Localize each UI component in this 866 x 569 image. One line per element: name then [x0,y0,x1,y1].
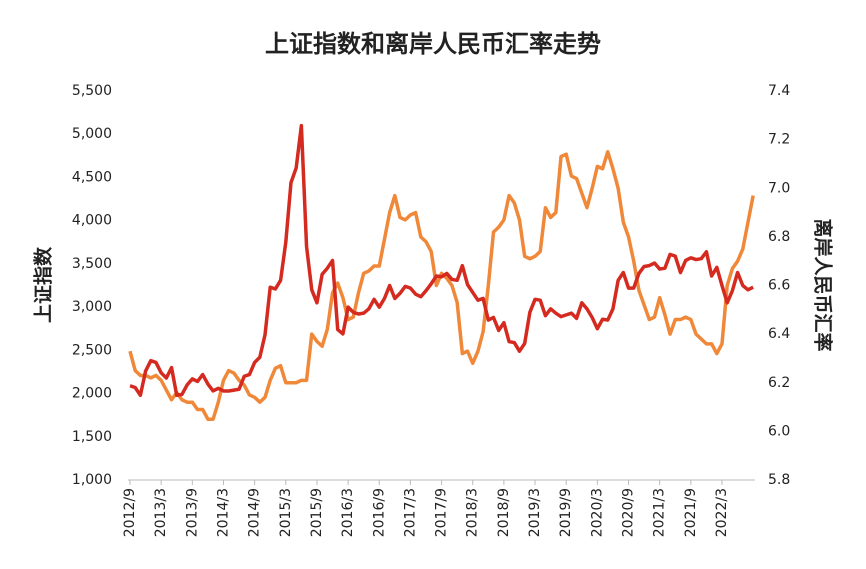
y2-tick-label: 6.0 [768,423,790,439]
x-tick-label: 2013/3 [153,488,169,537]
y2-axis-label: 离岸人民币汇率 [812,218,835,351]
x-tick-label: 2014/9 [247,488,263,537]
y2-tick-label: 7.0 [768,180,790,196]
y-tick-label: 5,000 [72,126,112,142]
y2-tick-label: 7.4 [768,83,790,99]
y-tick-label: 2,500 [72,342,112,358]
x-tick-label: 2021/3 [652,488,668,537]
x-tick-label: 2016/9 [371,488,387,537]
line-series [129,123,754,398]
x-tick-label: 2014/3 [215,488,231,537]
x-tick-label: 2019/3 [527,488,543,537]
chart-title: 上证指数和离岸人民币汇率走势 [265,30,601,58]
y-tick-label: 3,000 [72,299,112,315]
x-tick-label: 2020/9 [621,488,637,537]
y2-tick-label: 6.4 [768,326,790,342]
x-tick-label: 2022/3 [714,488,730,537]
x-tick-label: 2020/3 [589,488,605,537]
x-tick-label: 2019/9 [558,488,574,537]
x-tick-label: 2017/3 [402,488,418,537]
x-tick-label: 2021/9 [683,488,699,537]
line-series [128,150,755,421]
y2-tick-label: 6.2 [768,375,790,391]
y-tick-label: 3,500 [72,256,112,272]
x-tick-label: 2018/9 [496,488,512,537]
y-tick-label: 1,500 [72,429,112,445]
x-tick-label: 2016/3 [340,488,356,537]
y-axis-label: 上证指数 [32,246,55,323]
x-tick-label: 2017/9 [434,488,450,537]
x-tick-label: 2015/3 [278,488,294,537]
x-tick-label: 2015/9 [309,488,325,537]
y-tick-label: 5,500 [72,83,112,99]
y2-tick-label: 7.2 [768,132,790,148]
x-tick-label: 2018/3 [465,488,481,537]
y2-tick-label: 5.8 [768,472,790,488]
y-tick-label: 2,000 [72,386,112,402]
y2-tick-label: 6.8 [768,229,790,245]
y-tick-label: 4,500 [72,169,112,185]
y-tick-label: 1,000 [72,472,112,488]
x-tick-label: 2012/9 [122,488,138,537]
x-tick-label: 2013/9 [184,488,200,537]
y2-tick-label: 6.6 [768,278,790,294]
y-tick-label: 4,000 [72,213,112,229]
